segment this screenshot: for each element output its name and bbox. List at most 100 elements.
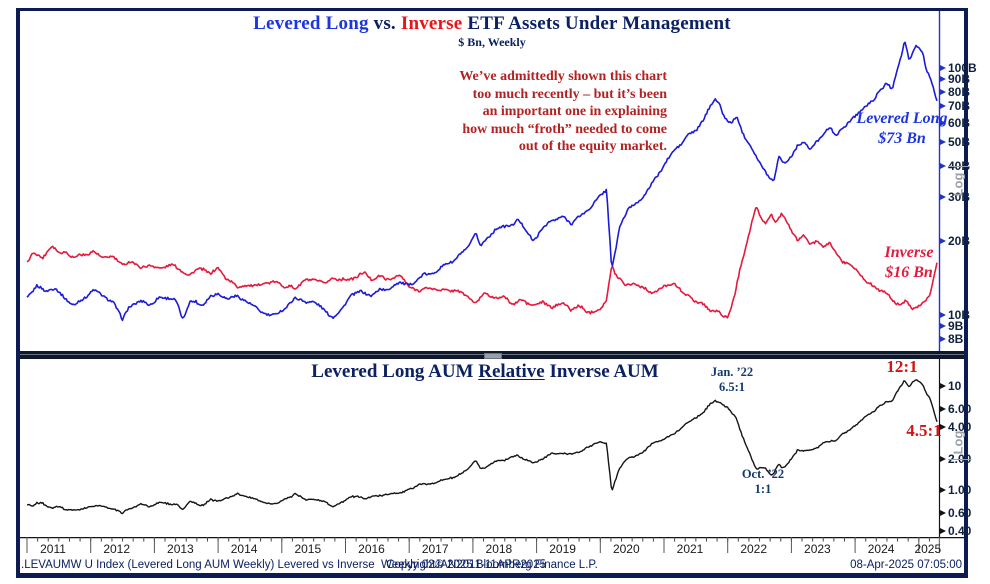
tick-label: 70B <box>948 99 971 114</box>
year-label-2017: 2017 <box>421 542 449 556</box>
year-label-2023: 2023 <box>804 542 831 556</box>
tick-arrow-icon <box>940 323 946 330</box>
tick-label: 2.00 <box>948 451 972 466</box>
tick-label: 1.00 <box>948 483 972 497</box>
year-label-2025: 2025 <box>914 542 942 556</box>
title-rest: ETF Assets Under Management <box>462 13 731 34</box>
axis-tick-10: 10 <box>940 379 961 393</box>
tick-label: 100B <box>948 61 977 75</box>
annotation-current-ratio: 4.5:1 <box>906 421 942 440</box>
tick-arrow-icon <box>940 424 946 431</box>
tick-arrow-icon <box>940 406 946 413</box>
tick-label: 90B <box>948 72 971 87</box>
top-chart-canvas <box>26 11 941 351</box>
axis-tick-90B: 90B <box>940 72 970 86</box>
axis-tick-10B: 10B <box>940 308 970 322</box>
panel-divider <box>20 351 964 359</box>
year-label-2021: 2021 <box>676 542 704 556</box>
year-label-2016: 2016 <box>358 542 385 556</box>
tick-arrow-icon <box>940 65 946 71</box>
tick-label: 60B <box>948 115 971 130</box>
ratio-title-relative: Relative <box>478 361 545 382</box>
bloomberg-chart-frame: Levered Long vs. Inverse ETF Assets Unde… <box>16 8 977 578</box>
year-label-2015: 2015 <box>294 542 322 556</box>
x-axis-ticks <box>20 537 964 553</box>
chart-title: Levered Long vs. Inverse ETF Assets Unde… <box>20 13 964 35</box>
title-levered-long: Levered Long <box>253 13 369 34</box>
year-label-2019: 2019 <box>549 542 576 556</box>
x-axis: 2011 2012 2013 2014 2015 2016 2017 2018 2019 2020… <box>20 537 964 559</box>
ratio-title-post: Inverse AUM <box>544 361 659 382</box>
tick-arrow-icon <box>940 139 946 146</box>
tick-arrow-icon <box>940 487 946 493</box>
tick-label: 9B <box>948 319 964 334</box>
tick-label: 6.00 <box>948 402 972 417</box>
axis-tick-50B: 50B <box>940 135 970 149</box>
tick-arrow-icon <box>940 103 946 110</box>
axis-tick-20B: 20B <box>940 234 970 248</box>
year-label-2022: 2022 <box>740 542 768 556</box>
ratio-chart-canvas <box>26 359 941 537</box>
ratio-title-pre: Levered Long AUM <box>311 361 479 382</box>
status-bar: .LEVAUMW U Index (Levered Long AUM Weekl… <box>20 559 964 573</box>
axis-tick-30B: 30B <box>940 190 970 204</box>
tick-label: 30B <box>948 190 971 205</box>
commentary-annotation: We’ve admittedly shown this chart too mu… <box>459 69 667 154</box>
tick-label: 0.40 <box>948 524 972 539</box>
tick-label: 20B <box>948 233 971 248</box>
axis-tick-100B: 100B <box>940 61 977 75</box>
tick-label: 40B <box>948 159 971 174</box>
axis-tick-9B: 9B <box>940 319 963 333</box>
year-label-2024: 2024 <box>867 542 895 556</box>
year-label-2013: 2013 <box>167 542 194 556</box>
tick-label: 0.60 <box>948 506 972 521</box>
bottom-log-scale-label: Log <box>950 430 966 455</box>
tick-label: 10B <box>948 308 971 322</box>
axis-tick-70B: 70B <box>940 99 970 113</box>
tick-arrow-icon <box>940 163 946 170</box>
tick-arrow-icon <box>940 528 946 535</box>
axis-tick-0.40: 0.40 <box>940 524 971 538</box>
annotation-jan-22: Jan. ’22 6.5:1 <box>710 365 754 394</box>
tick-arrow-icon <box>940 455 946 462</box>
ratio-line <box>26 379 938 515</box>
tick-arrow-icon <box>940 88 946 95</box>
axis-tick-6.00: 6.00 <box>940 402 971 416</box>
panel-divider-grip[interactable] <box>484 353 502 359</box>
inverse-aum-line <box>26 207 938 319</box>
tick-arrow-icon <box>940 383 946 389</box>
ticker-description: .LEVAUMW U Index (Levered Long AUM Weekl… <box>21 559 546 571</box>
axis-tick-8B: 8B <box>940 332 963 346</box>
tick-arrow-icon <box>940 335 946 342</box>
axis-tick-0.60: 0.60 <box>940 506 971 520</box>
chart-subtitle: $ Bn, Weekly <box>458 35 526 49</box>
tick-label: 10 <box>948 379 962 393</box>
tick-arrow-icon <box>940 312 946 318</box>
timestamp: 08-Apr-2025 07:05:00 <box>850 559 962 571</box>
axis-tick-4.00: 4.00 <box>940 420 971 434</box>
ratio-chart-title: Levered Long AUM Relative Inverse AUM <box>20 361 950 383</box>
tick-arrow-icon <box>940 194 946 201</box>
tick-label: 8B <box>948 331 964 346</box>
top-log-scale-label: Log <box>950 172 966 197</box>
tick-arrow-icon <box>940 237 946 244</box>
tick-label: 80B <box>948 84 971 99</box>
annotation-peak-ratio: 12:1 <box>886 357 918 376</box>
title-vs: vs. <box>368 13 401 34</box>
levered-long-aum-line <box>26 41 938 322</box>
tick-arrow-icon <box>940 119 946 126</box>
bottom-chart-panel: Levered Long AUM Relative Inverse AUM Ja… <box>20 357 971 538</box>
tick-arrow-icon <box>940 76 946 83</box>
axis-tick-40B: 40B <box>940 159 970 173</box>
tick-label: 4.00 <box>948 420 972 435</box>
levered-long-series-label: Levered Long $73 Bn <box>856 110 948 147</box>
tick-label: 50B <box>948 135 971 150</box>
annotation-oct-22: Oct. ’22 1:1 <box>741 467 785 496</box>
tick-arrow-icon <box>940 510 946 517</box>
copyright-text: Copyright© 2025 Bloomberg Finance L.P. <box>386 559 598 571</box>
year-label-2012: 2012 <box>103 542 131 556</box>
year-label-2011: 2011 <box>40 542 66 556</box>
title-inverse: Inverse <box>400 13 463 34</box>
axis-tick-1.00: 1.00 <box>940 483 971 497</box>
inverse-series-label: Inverse $16 Bn <box>884 244 934 281</box>
